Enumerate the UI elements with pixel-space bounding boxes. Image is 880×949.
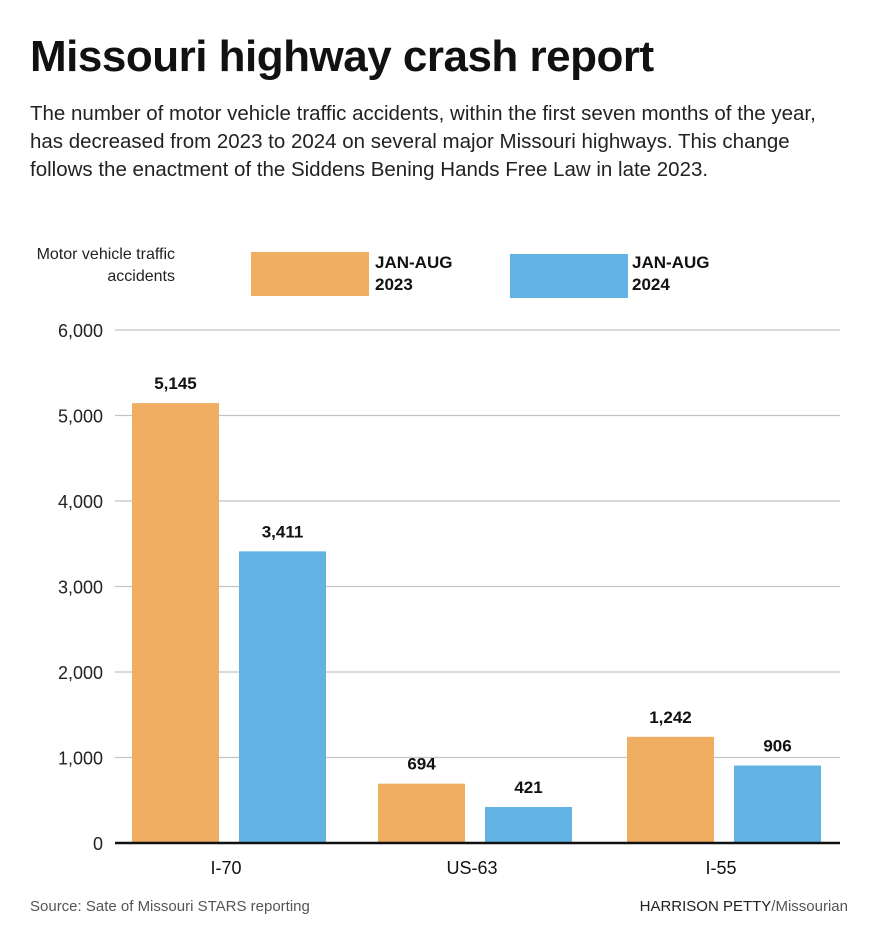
legend-label-2023: JAN-AUG 2023 (375, 253, 453, 294)
legend-label-2024: JAN-AUG 2024 (632, 253, 710, 294)
bar-I-55-2023 (627, 736, 714, 843)
legend-swatch-2023 (251, 252, 369, 296)
y-tick-label: 4,000 (58, 492, 103, 512)
source-note: Source: Sate of Missouri STARS reporting (30, 898, 310, 915)
x-tick-label: US-63 (446, 858, 497, 878)
data-label: 421 (514, 778, 542, 797)
data-label: 906 (763, 737, 791, 756)
y-axis-label: Motor vehicle traffic accidents (36, 246, 175, 285)
data-label: 5,145 (154, 374, 197, 393)
credit-name: HARRISON PETTY (639, 898, 772, 915)
y-tick-label: 2,000 (58, 663, 103, 683)
x-tick-label: I-55 (705, 858, 736, 878)
bar-I-70-2024 (239, 551, 326, 843)
y-tick-label: 0 (93, 834, 103, 854)
bar-US-63-2023 (378, 783, 465, 843)
y-tick-label: 5,000 (58, 407, 103, 427)
credit-org: /Missourian (771, 898, 848, 915)
bar-US-63-2024 (485, 807, 572, 843)
y-tick-label: 1,000 (58, 749, 103, 769)
data-label: 3,411 (262, 522, 304, 541)
chart-subtitle: The number of motor vehicle traffic acci… (30, 102, 816, 181)
bar-I-55-2024 (734, 765, 821, 843)
y-tick-label: 3,000 (58, 578, 103, 598)
legend-swatch-2024 (510, 254, 628, 298)
data-label: 1,242 (649, 708, 692, 727)
bar-I-70-2023 (132, 403, 219, 843)
credit: HARRISON PETTY/Missourian (640, 898, 848, 915)
x-tick-label: I-70 (210, 858, 241, 878)
chart-title: Missouri highway crash report (30, 32, 654, 81)
data-label: 694 (407, 755, 436, 774)
y-tick-label: 6,000 (58, 321, 103, 341)
